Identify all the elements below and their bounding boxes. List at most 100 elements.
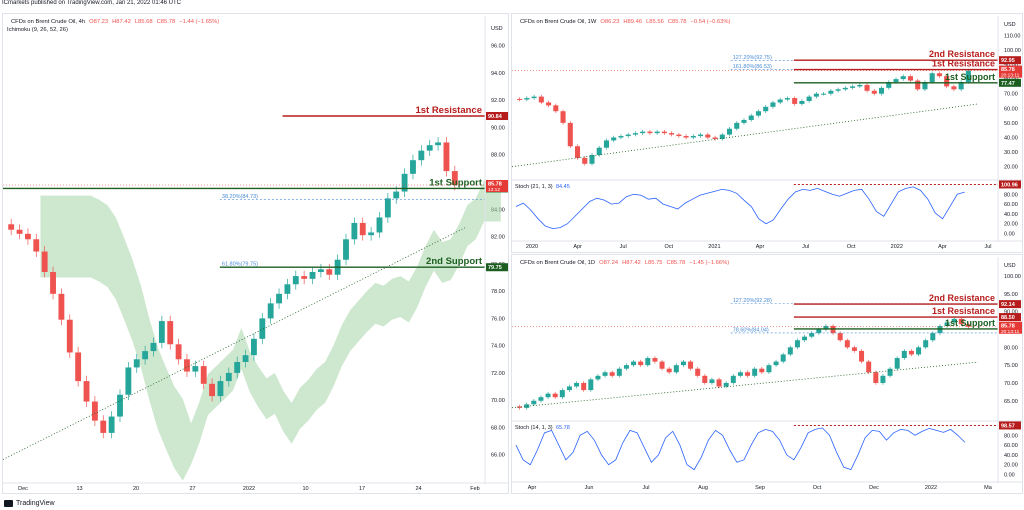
candle-body: [267, 303, 274, 319]
candle-body: [250, 338, 257, 356]
candle-body: [716, 379, 722, 387]
candle-body: [603, 140, 610, 148]
x-tick-label: Oct: [813, 485, 822, 491]
y-tick-label: 90.00: [491, 125, 505, 131]
candle-body: [75, 352, 82, 382]
level-tag: 77.47: [1001, 81, 1015, 87]
candle-body: [784, 98, 790, 100]
candle-body: [837, 333, 843, 341]
candle-body: [284, 284, 291, 294]
candle-body: [880, 375, 886, 383]
candle-body: [167, 321, 174, 345]
panel-1w: CFDs on Brent Crude Oil, 1W O86.23 H89.46 L…: [511, 13, 1024, 253]
candle-body: [661, 131, 667, 134]
x-tick-label: Apr: [573, 244, 582, 250]
stoch-tick-label: 60.00: [1004, 202, 1018, 208]
x-tick-label: 2022: [891, 244, 903, 250]
candle-body: [813, 93, 819, 97]
candle-body: [384, 198, 391, 218]
level-tag-bg: [486, 263, 508, 272]
stoch-tick-label: 40.00: [1004, 212, 1018, 218]
stoch-value: 84.45: [556, 184, 570, 190]
candle-body: [688, 361, 694, 369]
candle-body: [726, 128, 733, 135]
candle-body: [24, 233, 31, 240]
candle-body: [531, 400, 537, 405]
candle-body: [588, 379, 594, 391]
candle-body: [401, 173, 408, 192]
price-tag-bg: [486, 180, 510, 192]
chart-1w[interactable]: CFDs on Brent Crude Oil, 1W O86.23 H89.46 L…: [511, 14, 1024, 252]
y-tick-label: 68.00: [491, 425, 505, 431]
candle-body: [766, 365, 772, 373]
x-tick-label: Feb: [470, 486, 479, 492]
stoch-tick-label: 20.00: [1004, 222, 1018, 228]
candle-body: [777, 99, 783, 103]
x-tick-label: 20: [133, 486, 139, 492]
x-tick-label: Aug: [698, 485, 708, 491]
x-tick-label: Dec: [869, 485, 879, 491]
x-tick-label: Dec: [18, 486, 28, 492]
currency-label: USD: [491, 26, 503, 32]
candle-body: [566, 386, 572, 391]
stoch-tick-label: 0.00: [1004, 473, 1015, 479]
y-tick-label: 66.00: [491, 453, 505, 459]
ohlc-high: H87.42: [112, 19, 131, 25]
candle-body: [581, 382, 587, 391]
candle-body: [936, 73, 942, 77]
x-tick-label: 2020: [526, 244, 538, 250]
candle-body: [552, 393, 558, 398]
candle-body: [574, 382, 580, 387]
stoch-tag-bg: [999, 180, 1021, 189]
level-label: 1st Support: [429, 177, 483, 188]
fib-label: 78.60%(84.04): [733, 327, 769, 333]
y-tick-label: 92.00: [491, 98, 505, 104]
candle-body: [567, 122, 573, 147]
candle-body: [866, 361, 872, 373]
candle-body: [259, 318, 266, 339]
y-tick-label: 100.00: [1004, 48, 1021, 54]
candle-body: [844, 340, 850, 348]
candle-body: [673, 365, 679, 373]
y-tick-label: 80.00: [1004, 345, 1018, 351]
candle-body: [922, 82, 928, 90]
chart-title: CFDs on Brent Crude Oil, 1W O86.23 H89.46 L…: [520, 19, 731, 25]
candle-body: [217, 381, 224, 397]
stoch-line: [515, 186, 965, 230]
candle-body: [659, 361, 665, 369]
level-label: 1st Resistance: [932, 306, 995, 316]
x-tick-label: 10: [302, 486, 308, 492]
x-tick-label: 17: [359, 486, 365, 492]
tradingview-footer[interactable]: TradingView: [4, 500, 55, 507]
candle-body: [609, 372, 615, 376]
level-tag: 88.50: [1001, 315, 1015, 321]
y-tick-label: 90.00: [1004, 310, 1018, 316]
price-tag-timer: 20:13:11: [1001, 73, 1020, 79]
candle-body: [690, 136, 696, 138]
stoch-tick-label: 80.00: [1004, 192, 1018, 198]
panel-1d: CFDs on Brent Crude Oil, 1D O87.24 H87.42 L…: [511, 254, 1024, 494]
candle-body: [410, 160, 416, 174]
candle-body: [730, 375, 736, 383]
price-tag-value: 85.78: [1001, 67, 1015, 73]
ohlc-change: −0.54 (−0.63%): [691, 19, 731, 25]
ohlc-close: C85.78: [667, 260, 686, 266]
candle-body: [871, 90, 877, 94]
candle-body: [58, 293, 65, 320]
price-tag-bg: [999, 65, 1023, 78]
y-tick-label: 72.00: [491, 371, 505, 377]
fib-label: 127.20%(92.75): [733, 55, 772, 61]
candle-body: [531, 96, 537, 99]
level-label: 2nd Resistance: [929, 293, 995, 303]
candle-body: [695, 368, 701, 376]
candle-body: [631, 361, 637, 366]
candle-body: [965, 70, 971, 83]
candle-body: [929, 73, 935, 83]
candle-body: [175, 344, 182, 360]
candle-body: [545, 393, 551, 398]
candle-body: [184, 359, 190, 372]
chart-1d[interactable]: CFDs on Brent Crude Oil, 1D O87.24 H87.42 L…: [511, 255, 1024, 493]
ohlc-open: O86.23: [600, 19, 619, 25]
candle-body: [923, 340, 929, 348]
chart-4h[interactable]: CFDs on Brent Crude Oil, 4h O87.23 H87.42 L…: [2, 14, 511, 493]
